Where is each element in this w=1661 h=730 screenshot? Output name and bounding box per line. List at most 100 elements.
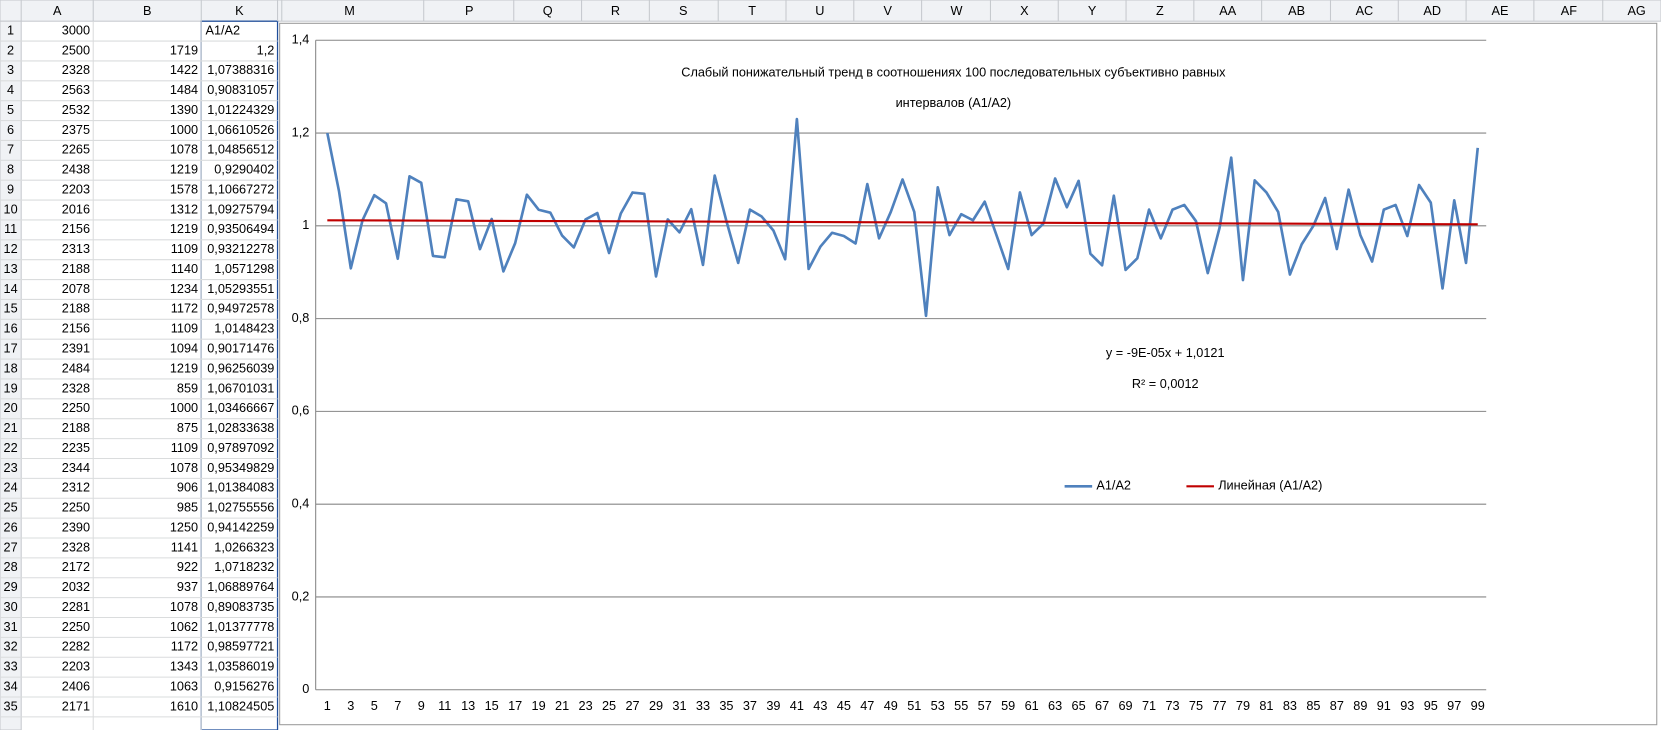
cell: 2328 [62, 539, 90, 554]
row-number: 14 [4, 281, 18, 296]
cell: 1312 [170, 201, 198, 216]
cell: 2391 [62, 341, 90, 356]
cell: 2250 [62, 619, 90, 634]
column-header: Y [1088, 3, 1097, 18]
cell: 985 [177, 500, 198, 515]
cell: 2156 [62, 321, 90, 336]
cell: 1140 [171, 261, 198, 276]
cell: 1,0148423 [214, 321, 274, 336]
cell: 2016 [62, 201, 90, 216]
cell: 3000 [62, 22, 90, 37]
row-number: 1 [7, 22, 14, 37]
cell: 1,0571298 [214, 261, 274, 276]
x-tick-label: 99 [1471, 698, 1485, 713]
cell: 0,9156276 [214, 678, 274, 693]
cell: 2313 [62, 241, 90, 256]
cell: 2328 [62, 62, 90, 77]
y-tick-label: 1 [302, 217, 309, 232]
row-number: 22 [4, 440, 18, 455]
y-tick-label: 0,6 [292, 403, 310, 418]
row-number: 10 [4, 201, 18, 216]
cell: 2203 [62, 659, 90, 674]
cell: 1,10824505 [207, 698, 274, 713]
cell: 0,93506494 [207, 221, 274, 236]
cell: 1390 [170, 102, 198, 117]
cell: 1172 [171, 639, 198, 654]
row-number: 17 [4, 341, 18, 356]
x-tick-label: 33 [696, 698, 710, 713]
x-tick-label: 85 [1306, 698, 1320, 713]
cell: 0,90831057 [207, 82, 274, 97]
column-header: R [611, 3, 620, 18]
column-header: AE [1492, 3, 1509, 18]
cell: 1,01384083 [207, 480, 274, 495]
legend-label: A1/A2 [1096, 478, 1131, 493]
column-header: AB [1288, 3, 1305, 18]
x-tick-label: 21 [555, 698, 569, 713]
row-number: 8 [7, 162, 14, 177]
cell: 2375 [62, 122, 90, 137]
cell: 0,94142259 [207, 519, 274, 534]
row-number: 6 [7, 122, 14, 137]
x-tick-label: 37 [743, 698, 757, 713]
x-tick-label: 3 [347, 698, 354, 713]
cell: 1,04856512 [207, 142, 274, 157]
x-tick-label: 23 [579, 698, 593, 713]
cell: 2281 [62, 599, 90, 614]
chart-frame [279, 22, 1658, 726]
cell: 1610 [170, 698, 198, 713]
x-tick-label: 45 [837, 698, 851, 713]
cell: 2188 [62, 261, 90, 276]
cell: 875 [177, 420, 198, 435]
x-tick-label: 43 [813, 698, 827, 713]
x-tick-label: 97 [1447, 698, 1461, 713]
y-tick-label: 0,2 [292, 588, 310, 603]
row-number: 29 [4, 579, 18, 594]
data-line [326, 117, 1480, 318]
cell: 2344 [62, 460, 90, 475]
row-number: 9 [7, 181, 14, 196]
x-tick-label: 19 [532, 698, 546, 713]
cell: 1078 [170, 460, 198, 475]
x-tick-label: 81 [1259, 698, 1273, 713]
x-tick-label: 11 [438, 698, 451, 713]
cell: 0,9290402 [214, 162, 274, 177]
column-header: A [53, 3, 62, 18]
x-tick-label: 79 [1236, 698, 1250, 713]
trend-equation: R² = 0,0012 [1132, 376, 1199, 391]
cell: 2406 [62, 678, 90, 693]
x-tick-label: 69 [1119, 698, 1133, 713]
x-tick-label: 71 [1142, 698, 1156, 713]
row-number: 30 [4, 599, 18, 614]
row-number: 7 [7, 142, 14, 157]
cell: 2171 [62, 698, 90, 713]
cell: 1,0266323 [214, 539, 274, 554]
cell: 1,09275794 [207, 201, 274, 216]
column-header: AF [1561, 3, 1577, 18]
cell: 2390 [62, 519, 90, 534]
x-tick-label: 15 [485, 698, 499, 713]
column-header-bar [0, 0, 1661, 22]
row-number: 4 [7, 82, 14, 97]
cell: 2172 [62, 559, 90, 574]
cell: 2282 [62, 639, 90, 654]
row-number: 3 [7, 62, 14, 77]
cell: 0,94972578 [207, 301, 274, 316]
cell: 1,01224329 [207, 102, 274, 117]
column-header: X [1020, 3, 1029, 18]
cell: 1062 [170, 619, 198, 634]
x-tick-label: 25 [602, 698, 616, 713]
cell: 1109 [171, 241, 198, 256]
column-header: S [679, 3, 687, 18]
x-tick-label: 35 [719, 698, 733, 713]
x-tick-label: 5 [371, 698, 378, 713]
cell: 1063 [170, 678, 198, 693]
cell: 922 [177, 559, 198, 574]
trend-line [327, 219, 1478, 226]
cell: 1,10667272 [207, 181, 274, 196]
cell: 937 [177, 579, 198, 594]
x-tick-label: 57 [978, 698, 992, 713]
x-tick-label: 91 [1377, 698, 1391, 713]
y-tick-label: 0,4 [292, 496, 310, 511]
